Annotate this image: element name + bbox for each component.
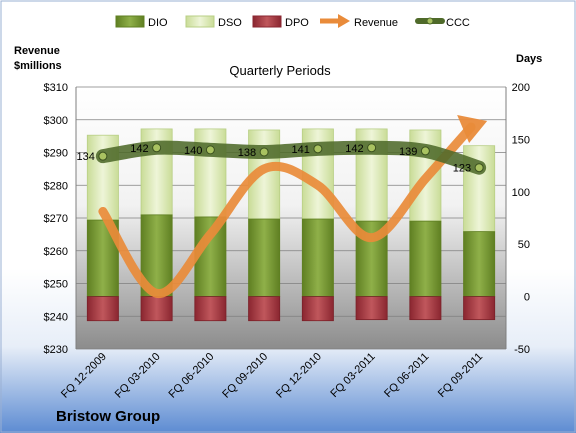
legend-swatch-ccc xyxy=(415,17,445,25)
bar-dpo xyxy=(301,296,334,322)
bar-dio xyxy=(409,220,442,297)
legend-label-dso: DSO xyxy=(218,17,242,29)
legend-swatch-dio xyxy=(115,15,145,28)
ccc-point xyxy=(205,145,215,155)
ccc-point xyxy=(474,163,484,173)
ccc-point xyxy=(313,144,323,154)
legend-swatch-dso xyxy=(185,15,215,28)
left-tick-label: $300 xyxy=(44,115,68,127)
lines: 134 142 140 138 141 142 139 123 xyxy=(77,115,488,298)
ccc-point xyxy=(152,143,162,153)
left-tick-label: $230 xyxy=(44,344,68,356)
right-tick-label: 100 xyxy=(512,187,530,199)
bar-dpo xyxy=(355,296,388,321)
legend-swatch-revenue xyxy=(320,14,350,28)
ccc-point xyxy=(259,147,269,157)
left-axis-title-line2: $millions xyxy=(14,60,62,72)
ccc-data-label: 142 xyxy=(130,143,148,155)
left-tick-label: $260 xyxy=(44,246,68,258)
right-tick-label: 0 xyxy=(524,292,530,304)
left-axis-title-line1: Revenue xyxy=(14,45,60,57)
ccc-point xyxy=(98,151,108,161)
left-tick-label: $310 xyxy=(44,82,68,94)
right-tick-label: 150 xyxy=(512,134,530,146)
ccc-data-label: 138 xyxy=(238,147,256,159)
ccc-data-label: 139 xyxy=(399,146,417,158)
bar-dso xyxy=(194,128,227,218)
legend-label-dio: DIO xyxy=(148,17,168,29)
bar-dio xyxy=(248,218,281,298)
right-tick-label: 200 xyxy=(512,82,530,94)
bar-dpo xyxy=(140,296,173,322)
revenue-arrowhead xyxy=(457,115,488,144)
legend-label-dpo: DPO xyxy=(285,17,309,29)
legend-label-revenue: Revenue xyxy=(354,17,398,29)
bar-dio xyxy=(463,231,496,297)
legend: DIO DSO DPO Revenue CCC xyxy=(115,14,470,29)
bar-dpo xyxy=(86,296,119,322)
ccc-point xyxy=(420,146,430,156)
left-tick-label: $290 xyxy=(44,148,68,160)
left-tick-label: $240 xyxy=(44,311,68,323)
bar-dpo xyxy=(248,296,281,322)
bar-dpo xyxy=(409,296,442,321)
ccc-data-label: 142 xyxy=(345,143,363,155)
bar-dio xyxy=(301,218,334,298)
left-tick-label: $250 xyxy=(44,279,68,291)
legend-swatch-dpo xyxy=(252,15,282,28)
bar-dpo xyxy=(463,296,496,321)
left-tick-label: $270 xyxy=(44,213,68,225)
right-tick-label: -50 xyxy=(514,344,530,356)
ccc-line xyxy=(95,140,487,175)
ccc-data-label: 134 xyxy=(77,151,95,163)
ccc-point xyxy=(367,143,377,153)
chart-title: Quarterly Periods xyxy=(229,63,331,78)
right-axis-title: Days xyxy=(516,53,542,65)
left-tick-label: $280 xyxy=(44,180,68,192)
bar-dpo xyxy=(194,296,227,322)
revenue-line xyxy=(98,122,476,298)
company-name: Bristow Group xyxy=(56,408,160,425)
ccc-data-label: 140 xyxy=(184,145,202,157)
ccc-data-label: 141 xyxy=(292,144,310,156)
legend-label-ccc: CCC xyxy=(446,17,470,29)
right-tick-label: 50 xyxy=(518,239,530,251)
ccc-data-label: 123 xyxy=(453,163,471,175)
